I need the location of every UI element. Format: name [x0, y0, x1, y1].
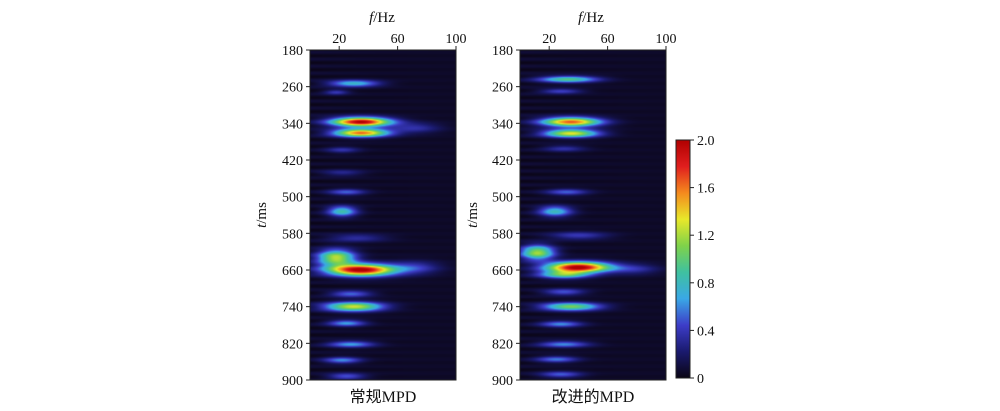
x-tick-label: 100	[446, 32, 467, 47]
x-tick-label: 20	[332, 32, 346, 47]
colorbar-gradient	[675, 139, 691, 379]
y-tick-label: 900	[492, 374, 513, 389]
y-tick-label: 900	[282, 374, 303, 389]
x-tick-label: 100	[656, 32, 677, 47]
panel1-yticks: 180 260 340 420 500 580 660 740 820 900	[282, 44, 310, 389]
x-tick-label: 60	[601, 32, 615, 47]
y-tick-label: 340	[282, 117, 303, 132]
colorbar-ticks: 0 0.4 0.8 1.2 1.6 2.0	[690, 134, 715, 387]
panel-conventional: f/Hz 20 60 100 180 260 340 420 500 580 660 740 820…	[254, 10, 467, 406]
panel1-caption: 常规MPD	[350, 388, 417, 406]
y-tick-label: 500	[492, 191, 513, 206]
colorbar-tick-label: 0.4	[697, 324, 715, 339]
y-tick-label: 820	[282, 337, 303, 352]
x-tick-label: 60	[391, 32, 405, 47]
panel2-ylabel: t/ms	[465, 202, 481, 228]
panel2-caption: 改进的MPD	[552, 388, 635, 406]
colorbar-tick-label: 2.0	[697, 134, 715, 149]
panel1-ylabel: t/ms	[254, 202, 270, 228]
y-tick-label: 340	[492, 117, 513, 132]
y-tick-label: 660	[282, 264, 303, 279]
panel2-heatmap	[520, 50, 666, 380]
y-tick-label: 740	[282, 301, 303, 316]
y-tick-label: 260	[282, 81, 303, 96]
colorbar-tick-label: 1.6	[697, 182, 715, 197]
y-tick-label: 820	[492, 337, 513, 352]
panel1-heatmap	[310, 50, 456, 380]
colorbar-tick-label: 0	[697, 372, 704, 387]
panel1-xlabel: f/Hz	[369, 10, 395, 26]
y-tick-label: 420	[492, 154, 513, 169]
panel2-xticks: 20 60 100	[542, 32, 677, 50]
x-tick-label: 20	[542, 32, 556, 47]
y-tick-label: 580	[492, 227, 513, 242]
colorbar-tick-label: 1.2	[697, 229, 715, 244]
panel2-yticks: 180 260 340 420 500 580 660 740 820 900	[492, 44, 520, 389]
y-tick-label: 580	[282, 227, 303, 242]
y-tick-label: 180	[282, 44, 303, 59]
colorbar-tick-label: 0.8	[697, 277, 715, 292]
panel1-frame	[309, 49, 457, 381]
panel2-frame	[519, 49, 667, 381]
y-tick-label: 180	[492, 44, 513, 59]
colorbar: 0 0.4 0.8 1.2 1.6 2.0	[675, 134, 715, 387]
y-tick-label: 420	[282, 154, 303, 169]
y-tick-label: 660	[492, 264, 513, 279]
panel2-xlabel: f/Hz	[578, 10, 604, 26]
y-tick-label: 500	[282, 191, 303, 206]
y-tick-label: 740	[492, 301, 513, 316]
panel-improved: f/Hz 20 60 100 180 260 340 420 500 580 660 740 820…	[465, 10, 677, 406]
panel1-xticks: 20 60 100	[332, 32, 467, 50]
y-tick-label: 260	[492, 81, 513, 96]
